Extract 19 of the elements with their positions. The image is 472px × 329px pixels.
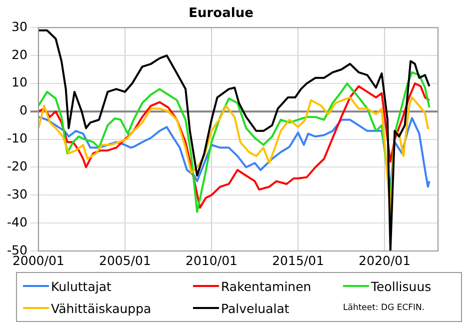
legend-label: Vähittäiskauppa	[51, 300, 152, 316]
legend-label: Kuluttajat	[51, 278, 112, 294]
y-tick-label: -40	[6, 214, 28, 230]
y-tick-label: 20	[12, 46, 28, 62]
chart-title: Euroalue	[188, 6, 254, 22]
x-tick-label: 2020/01	[358, 252, 411, 268]
y-tick-label: -30	[6, 186, 28, 202]
y-tick-label: 30	[12, 18, 28, 34]
x-tick-label: 2005/01	[99, 252, 151, 268]
y-tick-label: 0	[19, 102, 28, 118]
y-tick-label: 10	[12, 74, 28, 90]
legend-label: Palvelualat	[221, 300, 290, 316]
x-tick-label: 2010/01	[186, 252, 238, 268]
legend-label: Rakentaminen	[221, 278, 312, 294]
legend-label: Teollisuus	[371, 278, 432, 294]
y-tick-label: -20	[6, 158, 28, 174]
y-tick-label: -10	[6, 130, 28, 146]
text: Lähteet: DG ECFIN.	[343, 303, 426, 313]
x-tick-label: 2015/01	[272, 252, 324, 268]
